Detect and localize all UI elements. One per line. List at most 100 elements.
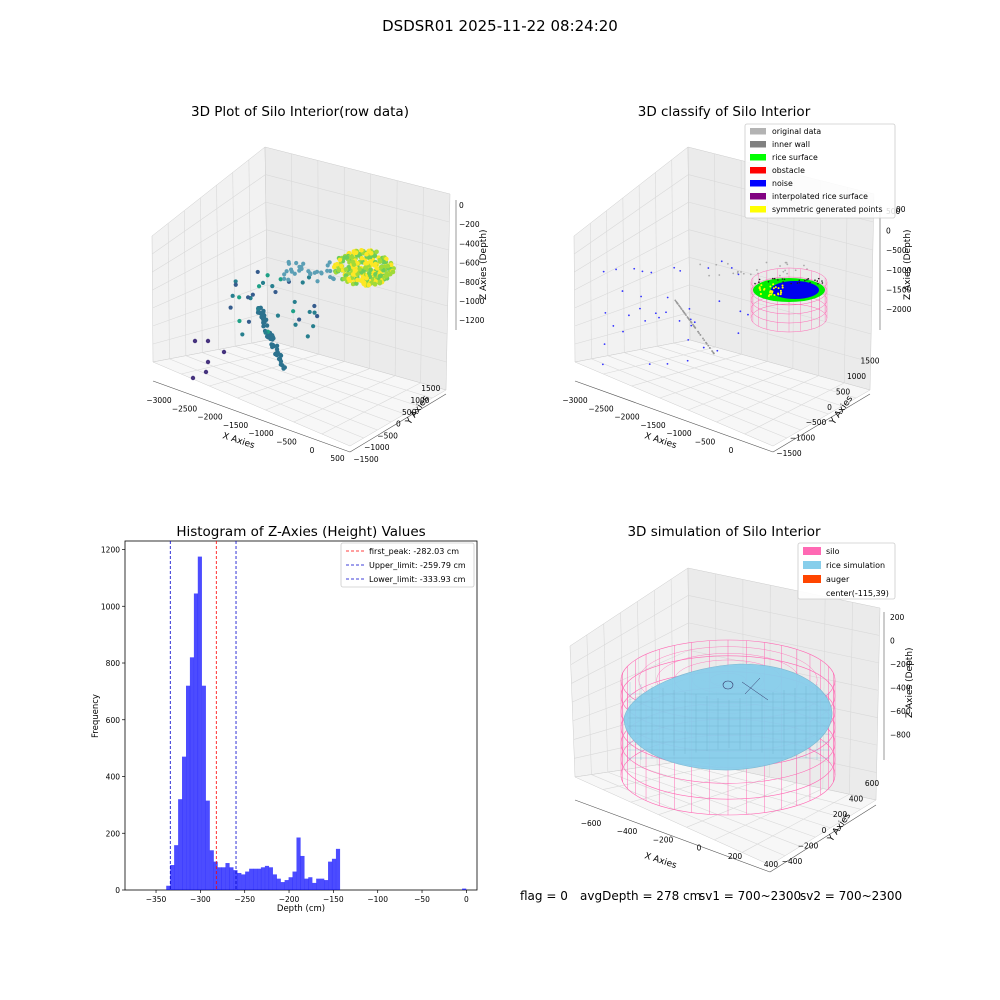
histogram-bar [253, 868, 258, 890]
hist-xlabel: Depth (cm) [277, 904, 325, 914]
symmetric-points [768, 293, 771, 296]
p1-point [349, 255, 355, 260]
p2-original [718, 274, 721, 276]
p2-original [712, 352, 715, 355]
p2-original [698, 332, 700, 335]
p1-point [278, 352, 283, 358]
p1-point [278, 362, 284, 367]
p1-point [384, 256, 389, 262]
p2-ztick: −1000 [886, 266, 912, 275]
inner-wall-point [821, 280, 823, 282]
p2-original [688, 319, 691, 321]
p2-noise [686, 359, 689, 362]
symmetric-points [758, 286, 761, 289]
p1-point [255, 269, 260, 275]
symmetric-points [759, 288, 762, 291]
p1-point [350, 259, 356, 265]
p1-ytick: 1000 [410, 396, 429, 405]
p1-point [190, 375, 196, 381]
legend-label: original data [772, 127, 821, 136]
legend-label: rice surface [772, 153, 818, 162]
p2-original [711, 350, 714, 353]
p1-xtick: −2500 [172, 404, 198, 413]
noise-patch [771, 281, 819, 299]
symmetric-points [781, 286, 784, 289]
legend-swatch [750, 141, 766, 148]
inner-wall-point [809, 281, 811, 284]
p1-point [282, 272, 287, 277]
p2-original [742, 272, 745, 275]
p1-point [350, 272, 356, 277]
histogram-bar [237, 872, 242, 890]
p1-point [256, 284, 262, 289]
histogram-axes [124, 540, 478, 891]
p2-noise [601, 363, 604, 366]
legend-swatch [750, 154, 766, 161]
symmetric-points [777, 293, 780, 296]
p2-original [784, 261, 787, 264]
p1-point [363, 265, 368, 270]
p1-ztick: −400 [459, 239, 480, 248]
inner-wall-point [772, 277, 774, 280]
auger [722, 680, 734, 690]
p1-point [325, 268, 330, 273]
p1-point [353, 250, 359, 256]
p4-ytick: 600 [865, 779, 880, 788]
p1-point [289, 269, 294, 274]
inner-wall-point [783, 278, 786, 281]
p2-original [784, 269, 787, 272]
inner-wall-point [777, 279, 779, 281]
p2-noise [615, 268, 617, 271]
p2-noise [604, 311, 607, 314]
p2-original [803, 264, 805, 267]
p1-point [294, 260, 299, 266]
p2-original [699, 263, 702, 266]
p1-point [374, 249, 379, 255]
p1-point [334, 261, 340, 267]
p2-noise [654, 312, 657, 315]
p4-xtick: 0 [697, 844, 702, 853]
p1-point [292, 299, 297, 305]
p1-point [261, 324, 266, 329]
p1-point [359, 255, 365, 261]
p1-point [203, 369, 209, 375]
p1-xtick: −2000 [197, 413, 223, 422]
p1-point [312, 310, 317, 315]
p2-original [708, 274, 711, 277]
p2-original [740, 271, 742, 273]
p1-point [274, 343, 280, 348]
p4-ytick: 0 [822, 826, 827, 835]
p1-point [374, 266, 380, 271]
histogram-bar [331, 858, 337, 890]
histogram-bar [197, 556, 202, 890]
histogram-bar [268, 867, 273, 890]
histogram-bar [178, 799, 183, 890]
p1-point [311, 324, 316, 329]
p1-point [286, 261, 292, 266]
p1-point [337, 257, 343, 263]
p1-ytick: −1000 [364, 443, 390, 452]
p2-noise [622, 330, 624, 333]
p1-point [355, 277, 360, 283]
p1-point [291, 309, 296, 314]
p2-ytick: 500 [836, 387, 851, 396]
histogram-bar [166, 885, 171, 890]
histogram-bar [217, 867, 222, 890]
p2-original [702, 337, 704, 340]
p1-point [372, 253, 378, 259]
p2-noise [621, 290, 624, 292]
inner-wall-point [804, 279, 806, 282]
p2-xtick: −2500 [588, 404, 614, 413]
p2-noise [666, 296, 669, 299]
hist-ytick-label: 600 [106, 716, 121, 725]
p1-point [336, 267, 342, 273]
p1-point [273, 351, 278, 357]
p2-xtick: −1000 [666, 429, 692, 438]
p1-xtick: 0 [310, 446, 315, 455]
histogram-bar [205, 800, 210, 890]
inner-wall-point [806, 278, 808, 281]
p2-original [732, 272, 735, 275]
p2-noise [644, 319, 647, 322]
inner-wall-point [767, 280, 770, 283]
symmetric-points [763, 287, 766, 290]
